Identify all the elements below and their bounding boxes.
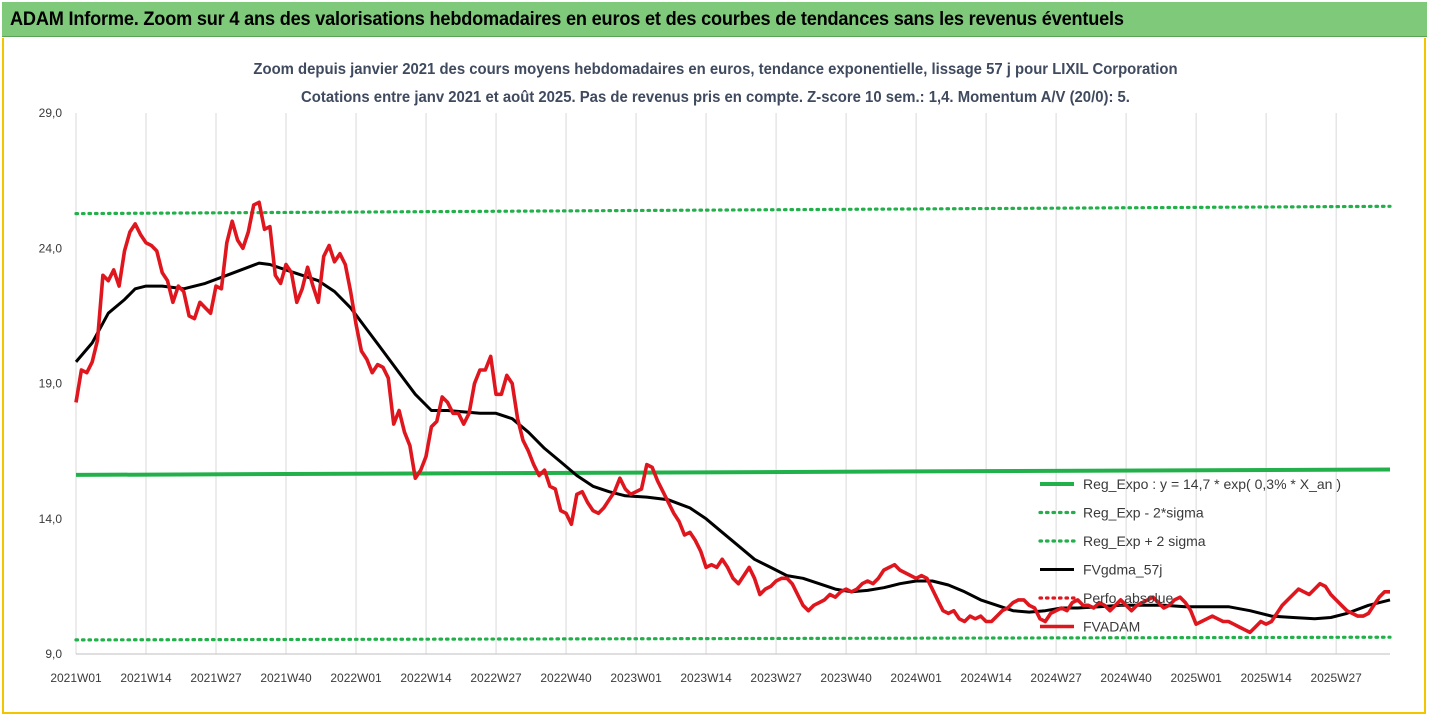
x-tick-label: 2023W01 bbox=[610, 671, 662, 685]
x-tick-label: 2023W27 bbox=[750, 671, 802, 685]
x-tick-label: 2021W01 bbox=[50, 671, 102, 685]
y-tick-label: 14,0 bbox=[39, 512, 63, 526]
x-tick-label: 2021W40 bbox=[260, 671, 312, 685]
y-tick-label: 29,0 bbox=[39, 106, 63, 120]
chart-subtitle: Cotations entre janv 2021 et août 2025. … bbox=[301, 89, 1130, 106]
x-tick-label: 2024W27 bbox=[1030, 671, 1082, 685]
legend-label: FVADAM bbox=[1083, 619, 1140, 635]
y-tick-label: 24,0 bbox=[39, 241, 63, 255]
x-tick-label: 2021W14 bbox=[120, 671, 172, 685]
chart-frame bbox=[2, 38, 1426, 714]
x-tick-label: 2025W27 bbox=[1310, 671, 1362, 685]
y-tick-label: 19,0 bbox=[39, 377, 63, 391]
legend-label: Reg_Expo : y = 14,7 * exp( 0,3% * X_an ) bbox=[1083, 476, 1341, 492]
x-tick-label: 2024W40 bbox=[1100, 671, 1152, 685]
series-line-5 bbox=[74, 200, 1390, 635]
x-tick-label: 2025W14 bbox=[1240, 671, 1292, 685]
legend-label: Reg_Exp - 2*sigma bbox=[1083, 505, 1204, 521]
x-tick-label: 2023W14 bbox=[680, 671, 732, 685]
axis-layer: 2021W01 2021W14 2021W27 2021W40 2022W01 2022W… bbox=[39, 106, 1390, 685]
legend-label: Reg_Exp + 2 sigma bbox=[1083, 533, 1206, 549]
y-tick-label: 9,0 bbox=[45, 647, 62, 661]
x-tick-label: 2022W01 bbox=[330, 671, 382, 685]
x-tick-label: 2021W27 bbox=[190, 671, 242, 685]
series-layer bbox=[74, 200, 1392, 642]
x-tick-label: 2022W27 bbox=[470, 671, 522, 685]
chart-title: Zoom depuis janvier 2021 des cours moyen… bbox=[253, 61, 1178, 78]
x-tick-label: 2022W40 bbox=[540, 671, 592, 685]
series-line-0 bbox=[75, 467, 1391, 477]
x-tick-label: 2024W01 bbox=[890, 671, 942, 685]
report-banner: ADAM Informe. Zoom sur 4 ans des valoris… bbox=[2, 2, 1427, 37]
legend-label: FVgdma_57j bbox=[1083, 562, 1162, 578]
legend-label: Perfo_absolue bbox=[1083, 590, 1174, 606]
series-line-3 bbox=[74, 261, 1391, 621]
legend-layer: Reg_Expo : y = 14,7 * exp( 0,3% * X_an )… bbox=[1038, 476, 1341, 635]
series-line-1 bbox=[74, 635, 1392, 642]
x-tick-label: 2024W14 bbox=[960, 671, 1012, 685]
x-tick-label: 2025W01 bbox=[1170, 671, 1222, 685]
banner-title: ADAM Informe. Zoom sur 4 ans des valoris… bbox=[10, 9, 1124, 30]
x-tick-label: 2023W40 bbox=[820, 671, 872, 685]
x-tick-label: 2022W14 bbox=[400, 671, 452, 685]
series-line-2 bbox=[74, 204, 1392, 216]
